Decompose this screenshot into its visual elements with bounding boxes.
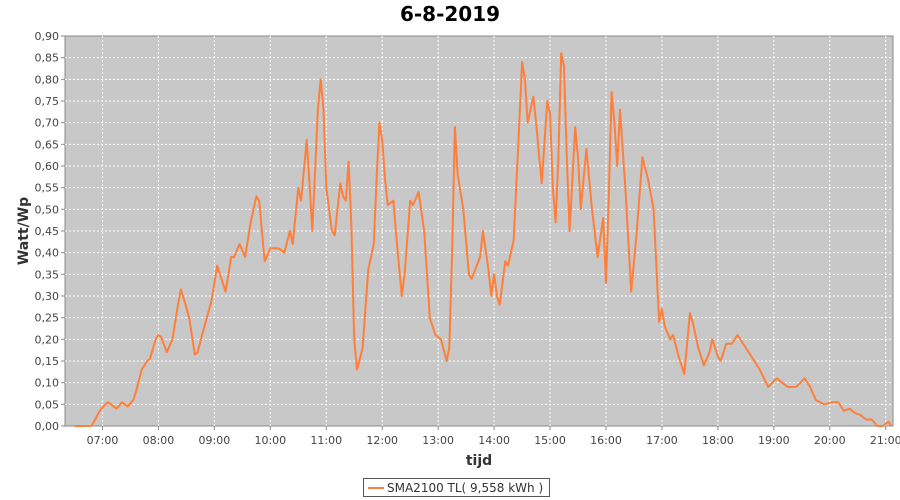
- y-tick-label: 0,80: [35, 73, 60, 86]
- y-tick-label: 0,15: [35, 355, 60, 368]
- y-tick-label: 0,60: [35, 160, 60, 173]
- y-tick-label: 0,85: [35, 52, 60, 65]
- x-axis-label: tijd: [466, 453, 492, 469]
- legend: SMA2100 TL( 9,558 kWh ): [363, 478, 551, 497]
- y-tick-label: 0,00: [35, 420, 60, 433]
- y-tick-label: 0,70: [35, 117, 60, 130]
- x-tick-label: 07:00: [87, 434, 119, 447]
- x-tick-label: 12:00: [366, 434, 398, 447]
- y-tick-label: 0,20: [35, 333, 60, 346]
- x-tick-label: 09:00: [199, 434, 231, 447]
- y-tick-label: 0,45: [35, 225, 60, 238]
- x-tick-label: 16:00: [590, 434, 622, 447]
- y-tick-label: 0,30: [35, 290, 60, 303]
- x-tick-label: 15:00: [534, 434, 566, 447]
- series-line: [74, 52, 893, 427]
- y-tick-label: 0,55: [35, 182, 60, 195]
- y-axis-label: Watt/Wp: [16, 197, 32, 265]
- y-tick-label: 0,75: [35, 95, 60, 108]
- chart-title: 6-8-2019: [399, 2, 501, 26]
- legend-swatch: [368, 486, 384, 489]
- x-tick-label: 21:00: [870, 434, 900, 447]
- y-tick-label: 0,35: [35, 268, 60, 281]
- x-tick-label: 11:00: [310, 434, 342, 447]
- y-tick-label: 0,05: [35, 398, 60, 411]
- x-tick-label: 18:00: [702, 434, 734, 447]
- y-tick-label: 0,50: [35, 203, 60, 216]
- y-tick-label: 0,40: [35, 247, 60, 260]
- y-tick-label: 0,10: [35, 377, 60, 390]
- y-tick-label: 0,90: [35, 30, 60, 43]
- y-tick-label: 0,25: [35, 312, 60, 325]
- x-tick-label: 10:00: [254, 434, 286, 447]
- x-tick-label: 14:00: [478, 434, 510, 447]
- x-tick-label: 17:00: [646, 434, 678, 447]
- legend-series-name: SMA2100 TL( 9,558 kWh ): [387, 480, 544, 495]
- y-tick-label: 0,65: [35, 138, 60, 151]
- series-layer: [74, 52, 893, 427]
- x-tick-label: 20:00: [814, 434, 846, 447]
- x-tick-label: 08:00: [143, 434, 175, 447]
- axes: 0,00 0,05 0,10 0,15 0,20 0,25 0,30 0,35 0,40 0,45…: [35, 30, 900, 447]
- x-tick-label: 13:00: [422, 434, 454, 447]
- x-tick-label: 19:00: [758, 434, 790, 447]
